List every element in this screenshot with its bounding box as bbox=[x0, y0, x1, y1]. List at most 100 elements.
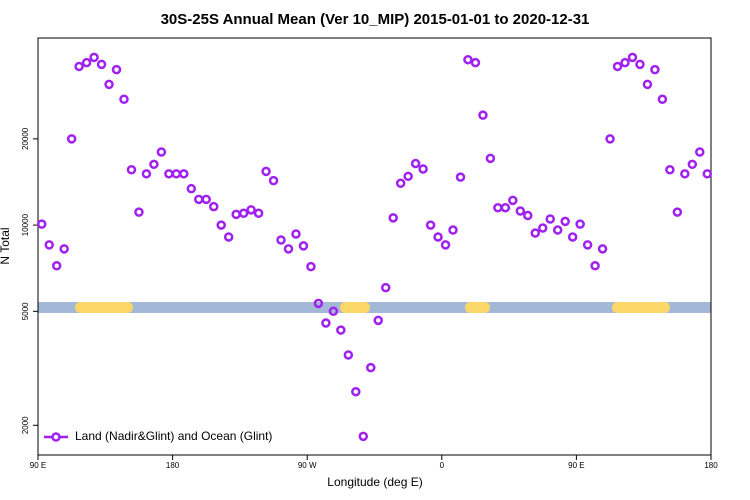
point bbox=[470, 57, 481, 68]
point bbox=[582, 240, 593, 250]
x-tick-label: 180 bbox=[704, 461, 718, 470]
point bbox=[448, 225, 458, 235]
point bbox=[358, 431, 369, 442]
point bbox=[111, 64, 122, 75]
point bbox=[620, 57, 630, 68]
point bbox=[702, 169, 713, 179]
point bbox=[328, 306, 339, 317]
point bbox=[590, 261, 600, 271]
point bbox=[96, 59, 107, 70]
point bbox=[343, 350, 354, 360]
x-tick-label: 90 E bbox=[568, 461, 584, 470]
y-tick-label: 10000 bbox=[21, 213, 30, 236]
point bbox=[418, 164, 428, 174]
point bbox=[380, 282, 391, 293]
point bbox=[687, 159, 698, 170]
point bbox=[545, 214, 555, 224]
point bbox=[410, 158, 421, 169]
point bbox=[246, 205, 256, 215]
point bbox=[515, 206, 526, 216]
point bbox=[216, 220, 226, 230]
point bbox=[134, 207, 144, 217]
x-tick-label: 0 bbox=[440, 461, 445, 470]
point bbox=[321, 318, 331, 328]
point bbox=[156, 147, 167, 157]
point bbox=[51, 261, 62, 271]
legend-marker bbox=[51, 432, 61, 442]
point bbox=[567, 232, 578, 242]
point bbox=[612, 61, 623, 72]
surface-band bbox=[38, 302, 711, 313]
point bbox=[81, 57, 92, 68]
point bbox=[395, 178, 406, 188]
point bbox=[208, 201, 219, 212]
point bbox=[403, 171, 413, 182]
point bbox=[238, 208, 249, 218]
point bbox=[74, 61, 84, 72]
point bbox=[36, 219, 47, 229]
point bbox=[306, 261, 316, 272]
point bbox=[186, 183, 197, 194]
x-tick-label: 90 W bbox=[298, 461, 317, 470]
point bbox=[366, 362, 376, 373]
point bbox=[194, 194, 204, 205]
point bbox=[66, 134, 77, 144]
point bbox=[253, 208, 264, 218]
y-tick-label: 2000 bbox=[21, 416, 30, 434]
x-tick-label: 90 E bbox=[30, 461, 46, 470]
y-tick-label: 20000 bbox=[21, 127, 30, 150]
glint-band bbox=[612, 302, 670, 313]
point bbox=[478, 110, 488, 120]
point bbox=[500, 202, 511, 213]
point bbox=[440, 240, 451, 250]
point bbox=[657, 94, 668, 105]
point bbox=[89, 52, 99, 63]
point bbox=[530, 228, 541, 238]
point bbox=[695, 147, 705, 157]
point bbox=[59, 244, 69, 254]
point bbox=[642, 79, 653, 90]
point bbox=[493, 202, 503, 213]
glint-band bbox=[465, 302, 490, 313]
chart-title: 30S-25S Annual Mean (Ver 10_MIP) 2015-01… bbox=[161, 11, 590, 28]
x-axis-label: Longitude (deg E) bbox=[327, 475, 422, 489]
glint-band bbox=[75, 302, 133, 313]
point bbox=[313, 298, 324, 309]
point bbox=[485, 153, 496, 164]
y-axis-label: N Total bbox=[0, 227, 12, 264]
point bbox=[373, 315, 383, 326]
point bbox=[650, 64, 660, 75]
point bbox=[283, 244, 294, 254]
point bbox=[538, 223, 548, 233]
point bbox=[635, 59, 645, 70]
point bbox=[433, 232, 443, 242]
point bbox=[126, 165, 137, 175]
point bbox=[231, 209, 241, 220]
point bbox=[665, 165, 675, 175]
point bbox=[141, 169, 152, 179]
point bbox=[627, 52, 638, 63]
point bbox=[351, 386, 361, 397]
point bbox=[605, 134, 615, 144]
plot-frame bbox=[37, 37, 712, 456]
point bbox=[575, 219, 585, 229]
point bbox=[336, 325, 346, 335]
point bbox=[298, 241, 309, 251]
point bbox=[508, 195, 518, 206]
y-tick-label: 5000 bbox=[21, 302, 30, 320]
point bbox=[171, 169, 182, 179]
point bbox=[201, 194, 211, 205]
point bbox=[680, 169, 690, 179]
point bbox=[164, 169, 174, 179]
point bbox=[44, 240, 54, 250]
point bbox=[597, 244, 608, 254]
glint-band bbox=[340, 302, 370, 313]
point bbox=[276, 235, 286, 245]
legend-label: Land (Nadir&Glint) and Ocean (Glint) bbox=[75, 429, 272, 443]
point bbox=[463, 54, 473, 65]
point bbox=[291, 229, 301, 239]
point bbox=[455, 172, 466, 182]
point bbox=[119, 94, 129, 105]
